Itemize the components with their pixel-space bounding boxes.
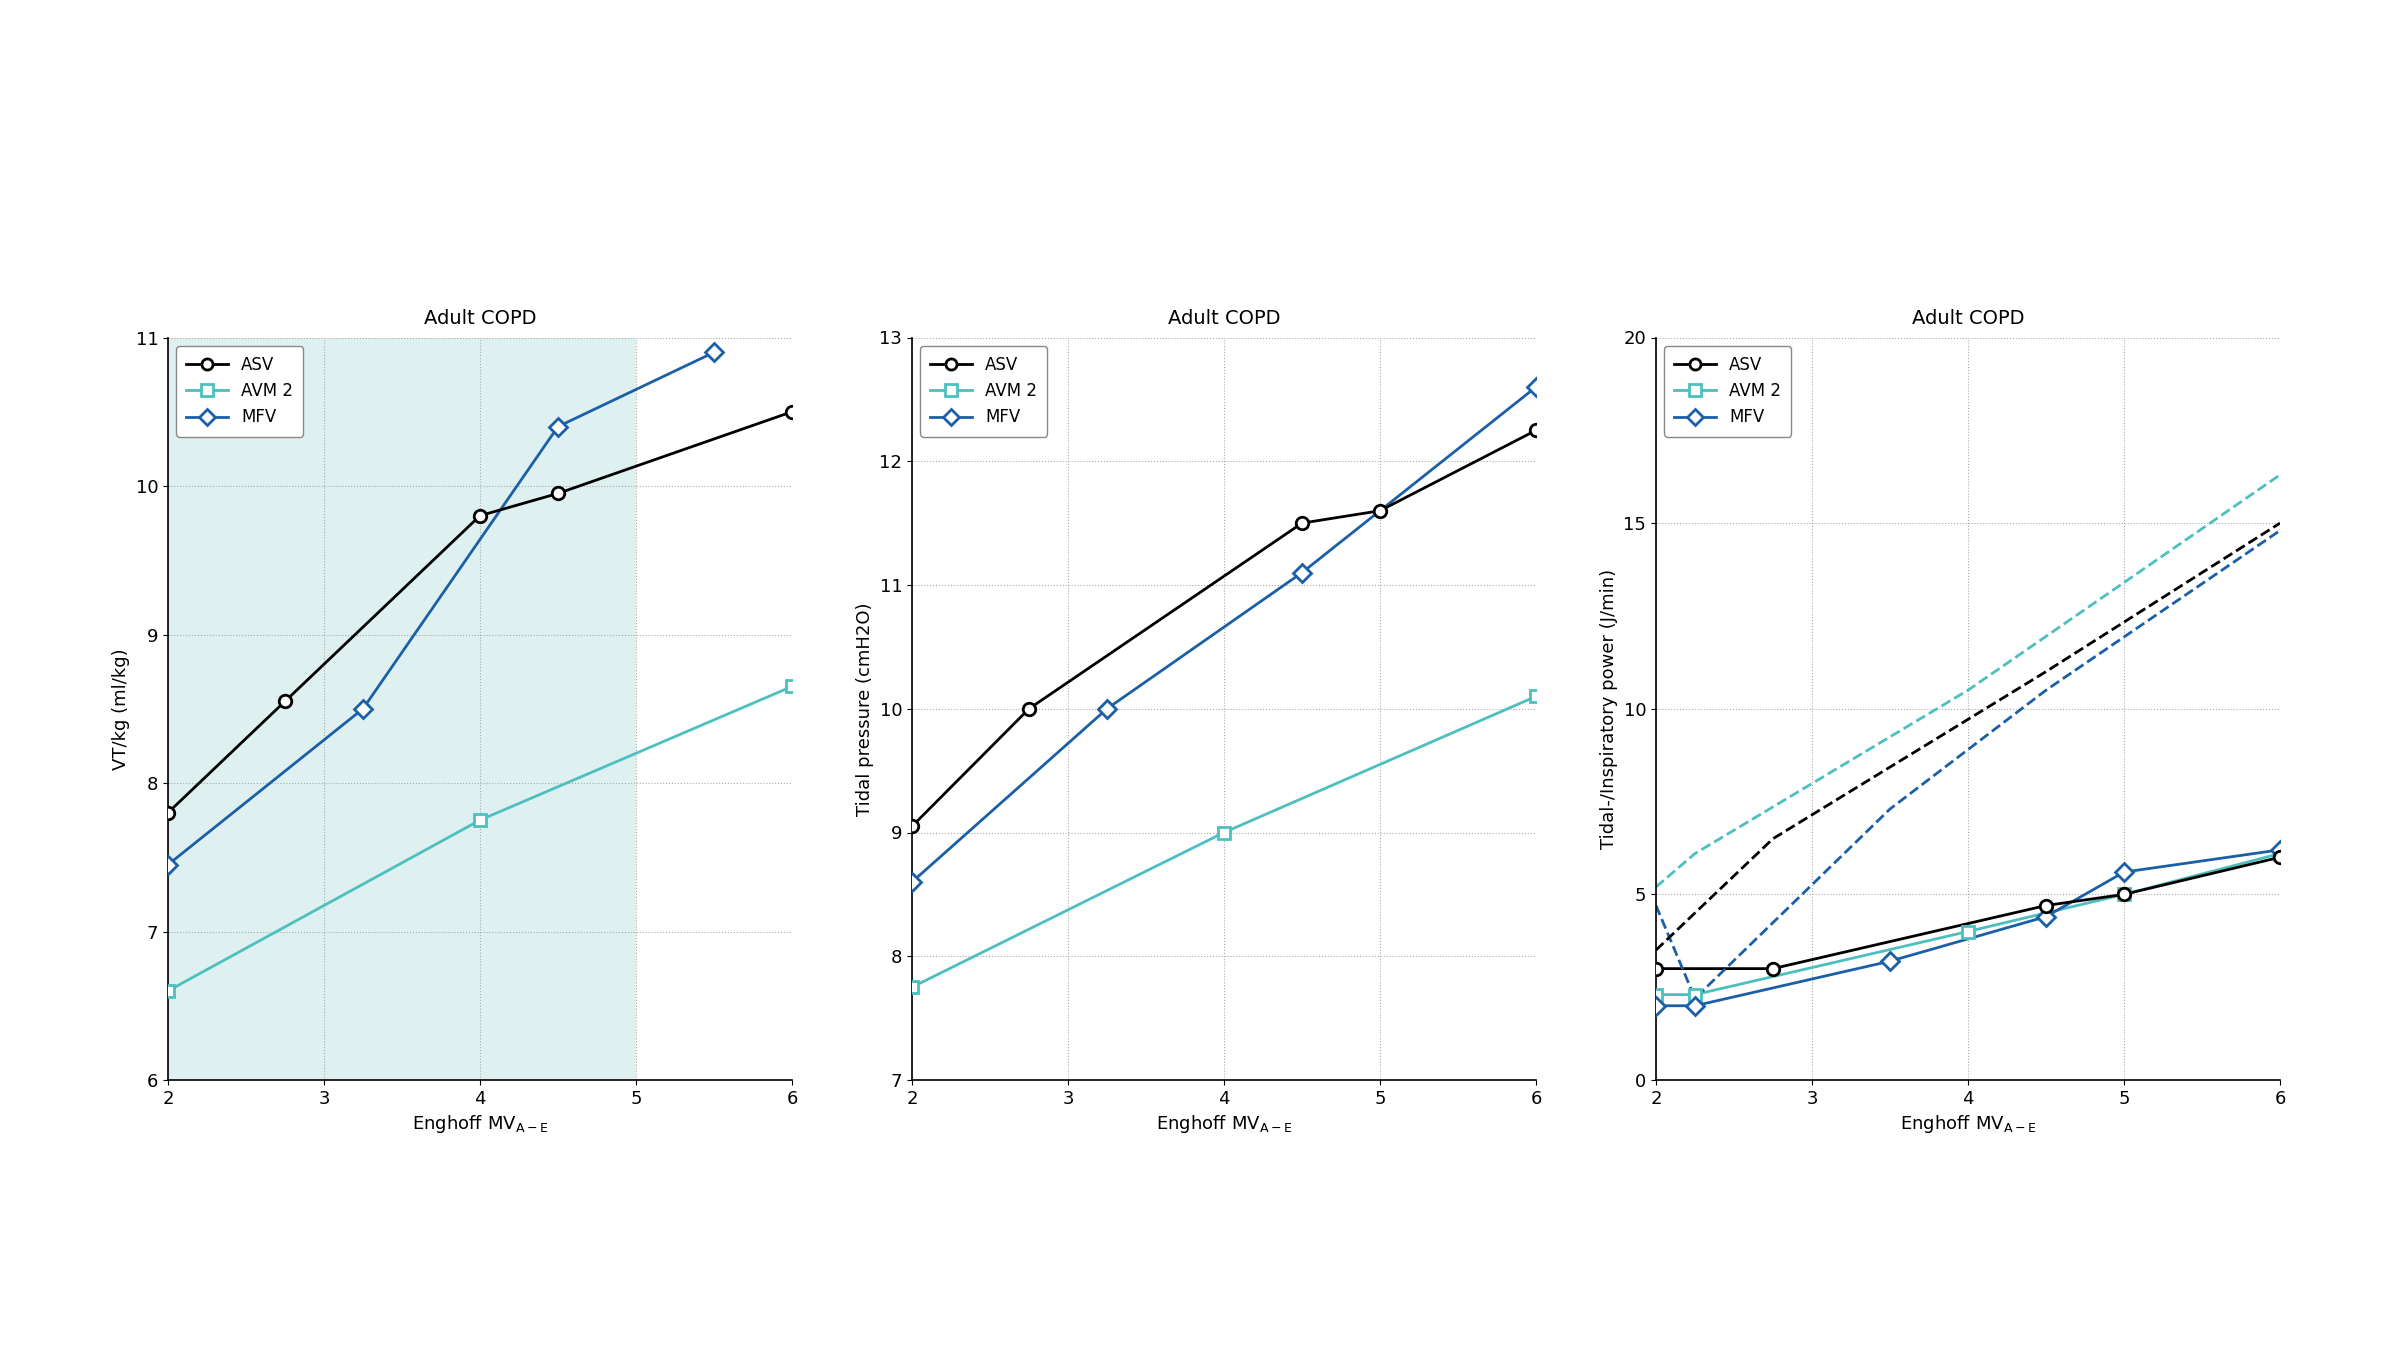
X-axis label: Enghoff MV$_{\mathregular{A-E}}$: Enghoff MV$_{\mathregular{A-E}}$: [1157, 1114, 1291, 1135]
Y-axis label: VT/kg (ml/kg): VT/kg (ml/kg): [113, 648, 130, 770]
Title: Adult COPD: Adult COPD: [425, 309, 535, 328]
Y-axis label: Tidal-/Inspiratory power (J/min): Tidal-/Inspiratory power (J/min): [1601, 568, 1618, 849]
Title: Adult COPD: Adult COPD: [1169, 309, 1279, 328]
Bar: [168, 338, 636, 1080]
X-axis label: Enghoff MV$_{\mathregular{A-E}}$: Enghoff MV$_{\mathregular{A-E}}$: [1901, 1114, 2035, 1135]
Title: Adult COPD: Adult COPD: [1913, 309, 2023, 328]
X-axis label: Enghoff MV$_{\mathregular{A-E}}$: Enghoff MV$_{\mathregular{A-E}}$: [413, 1114, 547, 1135]
Legend: ASV, AVM 2, MFV: ASV, AVM 2, MFV: [1663, 346, 1790, 436]
Y-axis label: Tidal pressure (cmH2O): Tidal pressure (cmH2O): [857, 602, 874, 815]
Legend: ASV, AVM 2, MFV: ASV, AVM 2, MFV: [175, 346, 302, 436]
Legend: ASV, AVM 2, MFV: ASV, AVM 2, MFV: [919, 346, 1046, 436]
